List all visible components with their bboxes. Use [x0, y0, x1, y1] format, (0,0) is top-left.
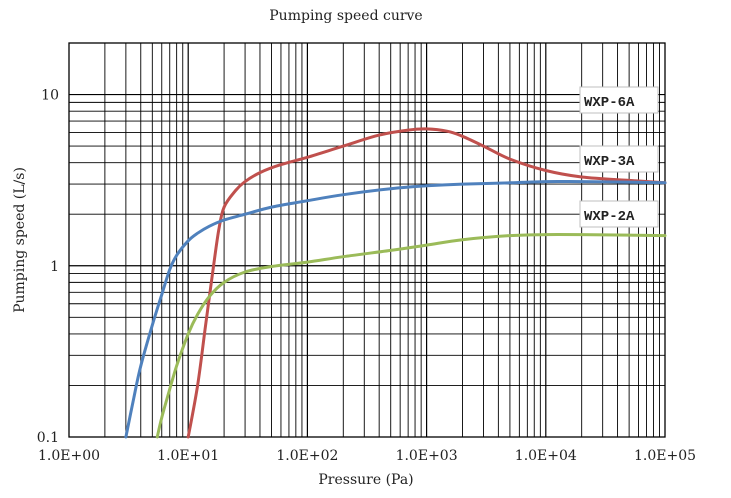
x-tick-label: 1.0E+05 [634, 448, 696, 464]
curve-label-wxp-6a: WXP-6A [579, 86, 659, 114]
series-lines [124, 127, 667, 439]
x-tick-label: 1.0E+03 [396, 448, 458, 464]
y-tick-labels: 0.1 1 10 [37, 88, 59, 446]
curve-label-wxp-2a: WXP-2A [579, 200, 659, 228]
curve-label-text: WXP-2A [584, 209, 635, 225]
curve-label-box [579, 86, 659, 114]
y-axis-label: Pumping speed (L/s) [12, 167, 28, 313]
y-tick-label: 1 [50, 259, 59, 275]
x-tick-label: 1.0E+04 [515, 448, 577, 464]
x-tick-label: 1.0E+02 [276, 448, 338, 464]
y-tick-label: 0.1 [37, 430, 59, 446]
x-tick-labels: 1.0E+00 1.0E+01 1.0E+02 1.0E+03 1.0E+04 1.0E+… [38, 448, 696, 464]
x-tick-label: 1.0E+00 [38, 448, 100, 464]
curve-label-box [579, 200, 659, 228]
x-tick-label: 1.0E+01 [157, 448, 219, 464]
curve-labels: WXP-6A WXP-3A WXP-2A [579, 86, 659, 228]
series-line-wxp-3a [124, 180, 667, 439]
chart-title: Pumping speed curve [269, 8, 422, 24]
curve-label-text: WXP-3A [584, 154, 635, 170]
plot-frame [68, 42, 666, 438]
y-tick-label: 10 [41, 88, 59, 104]
x-axis-label: Pressure (Pa) [318, 472, 413, 488]
grid-lines [69, 43, 665, 437]
series-line-wxp-2a [155, 233, 667, 439]
curve-label-text: WXP-6A [584, 95, 635, 111]
curve-label-wxp-3a: WXP-3A [579, 145, 659, 173]
series-line-wxp-6a [186, 127, 667, 439]
curve-label-box [579, 145, 659, 173]
